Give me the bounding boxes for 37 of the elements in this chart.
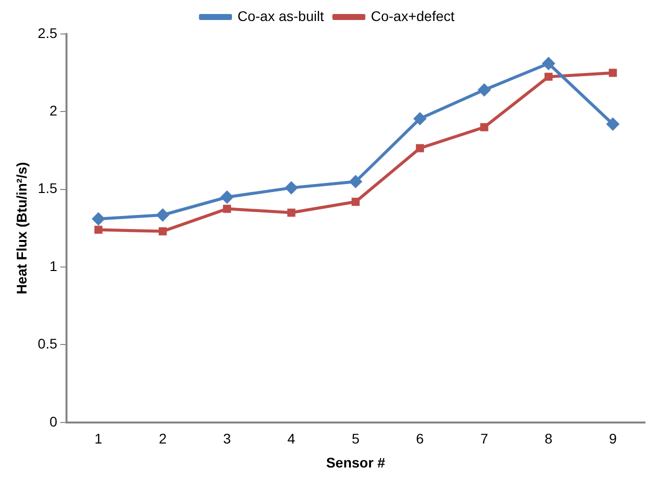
point: [413, 112, 426, 126]
point: [544, 72, 553, 81]
point: [542, 57, 556, 70]
x-axis-title: Sensor #: [326, 454, 386, 470]
x-tick-label: 9: [608, 430, 617, 447]
legend-label: Co-ax as-built: [237, 8, 324, 24]
point: [416, 144, 424, 152]
x-tick-label: 4: [287, 430, 296, 447]
point: [480, 123, 488, 132]
y-tick-label: 1: [49, 258, 58, 274]
point: [92, 212, 105, 226]
point: [478, 83, 491, 96]
x-tick-label: 2: [158, 430, 167, 447]
x-tick-label: 3: [223, 430, 232, 447]
x-tick-label: 8: [544, 430, 553, 447]
point: [220, 190, 234, 204]
y-axis-title: Heat Flux (Btu/in²/s): [13, 162, 30, 294]
point: [608, 68, 617, 77]
x-tick-label: 6: [416, 430, 424, 447]
legend-label: Co-ax+defect: [370, 8, 455, 24]
point: [156, 208, 170, 222]
x-tick-label: 7: [480, 430, 488, 447]
x-tick-label: 1: [94, 430, 103, 447]
y-tick-label: 1.5: [38, 180, 58, 196]
point: [284, 181, 298, 194]
point: [349, 175, 362, 188]
y-tick-label: 0: [49, 413, 58, 430]
point: [352, 198, 360, 206]
point: [94, 226, 102, 234]
y-tick-label: 2: [49, 102, 58, 119]
y-tick-label: 2.5: [38, 24, 58, 41]
point: [222, 204, 232, 213]
point: [606, 118, 620, 131]
point: [158, 227, 167, 236]
y-tick-label: 0.5: [38, 336, 58, 352]
point: [287, 208, 296, 217]
x-tick-label: 5: [352, 430, 360, 447]
